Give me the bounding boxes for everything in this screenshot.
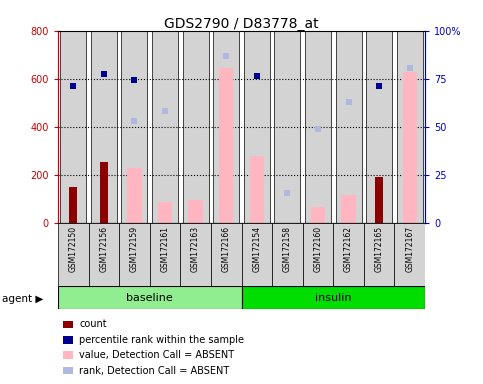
Text: percentile rank within the sample: percentile rank within the sample [79, 335, 244, 345]
Text: GSM172165: GSM172165 [375, 226, 384, 272]
Bar [242, 223, 272, 286]
Bar [242, 286, 425, 309]
Text: GSM172158: GSM172158 [283, 226, 292, 272]
Text: GSM172162: GSM172162 [344, 226, 353, 272]
Text: count: count [79, 319, 107, 329]
Bar [397, 31, 423, 223]
Bar [244, 31, 270, 223]
Bar [272, 223, 303, 286]
Bar [375, 177, 383, 223]
Text: GSM172150: GSM172150 [69, 226, 78, 272]
Bar [91, 31, 117, 223]
Bar [219, 68, 233, 223]
Bar [152, 31, 178, 223]
Bar [88, 223, 119, 286]
Bar [70, 187, 77, 223]
Text: GSM172163: GSM172163 [191, 226, 200, 272]
Bar [311, 207, 325, 223]
Text: rank, Detection Call = ABSENT: rank, Detection Call = ABSENT [79, 366, 229, 376]
Bar [158, 202, 172, 223]
Bar [395, 223, 425, 286]
Text: baseline: baseline [127, 293, 173, 303]
Text: GSM172167: GSM172167 [405, 226, 414, 272]
Bar [150, 223, 180, 286]
Text: GSM172160: GSM172160 [313, 226, 323, 272]
Text: GSM172154: GSM172154 [252, 226, 261, 272]
Bar [303, 223, 333, 286]
Text: agent ▶: agent ▶ [2, 294, 44, 304]
Bar [60, 31, 86, 223]
Bar [213, 31, 239, 223]
Text: insulin: insulin [315, 293, 352, 303]
Bar [211, 223, 242, 286]
Text: GSM172156: GSM172156 [99, 226, 108, 272]
Bar [100, 162, 108, 223]
Bar [274, 31, 300, 223]
Bar [305, 31, 331, 223]
Bar [333, 223, 364, 286]
Text: GSM172159: GSM172159 [130, 226, 139, 272]
Bar [128, 167, 142, 223]
Bar [366, 31, 392, 223]
Bar [121, 31, 147, 223]
Bar [341, 195, 355, 223]
Bar [183, 31, 209, 223]
Bar [250, 156, 264, 223]
Text: value, Detection Call = ABSENT: value, Detection Call = ABSENT [79, 350, 234, 360]
Bar [364, 223, 395, 286]
Bar [119, 223, 150, 286]
Text: GDS2790 / D83778_at: GDS2790 / D83778_at [164, 17, 319, 31]
Bar [58, 286, 242, 309]
Bar [403, 71, 417, 223]
Bar [336, 31, 362, 223]
Text: GSM172161: GSM172161 [160, 226, 170, 272]
Bar [180, 223, 211, 286]
Text: GSM172166: GSM172166 [222, 226, 231, 272]
Bar [188, 200, 203, 223]
Bar [58, 223, 88, 286]
